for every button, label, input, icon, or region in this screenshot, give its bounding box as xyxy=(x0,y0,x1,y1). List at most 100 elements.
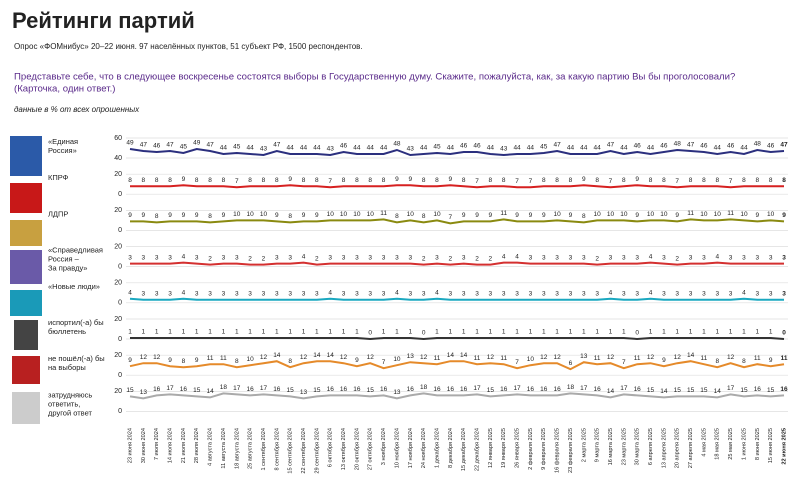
data-label: 12 xyxy=(647,354,655,361)
x-tick-label: 28 июля 2024 xyxy=(194,428,200,463)
data-label: 7 xyxy=(515,359,519,366)
data-label: 4 xyxy=(435,290,439,297)
data-label: 3 xyxy=(702,291,706,298)
data-label: 16 xyxy=(553,386,561,393)
data-label: 45 xyxy=(180,144,188,151)
data-label: 11 xyxy=(727,210,734,217)
x-tick-label: 23 марта 2025 xyxy=(621,428,627,465)
data-label: 11 xyxy=(500,355,507,362)
data-label: 1 xyxy=(248,329,252,336)
data-label: 1 xyxy=(435,329,439,336)
data-label: 9 xyxy=(489,212,493,219)
data-label: 8 xyxy=(422,213,426,220)
data-label: 7 xyxy=(609,178,613,185)
data-label: 1 xyxy=(208,329,212,336)
data-label: 8 xyxy=(235,358,239,365)
data-label: 10 xyxy=(260,211,268,218)
data-label: 16 xyxy=(540,386,548,393)
data-label: 9 xyxy=(182,212,186,219)
data-label: 3 xyxy=(515,291,519,298)
data-label: 2 xyxy=(595,255,599,262)
data-label: 7 xyxy=(515,178,519,185)
data-label: 1 xyxy=(675,329,679,336)
data-label: 3 xyxy=(155,291,159,298)
data-label: 3 xyxy=(302,291,306,298)
data-label: 44 xyxy=(740,145,748,152)
data-label: 11 xyxy=(754,355,761,362)
x-tick-label: 15 декабря 2024 xyxy=(461,428,467,471)
data-label: 3 xyxy=(769,254,773,261)
data-label: 3 xyxy=(288,254,292,261)
data-label: 49 xyxy=(193,140,201,147)
data-label: 8 xyxy=(222,177,226,184)
data-label: 3 xyxy=(342,291,346,298)
data-label: 1 xyxy=(328,329,332,336)
data-label: 3 xyxy=(222,254,226,261)
data-label: 12 xyxy=(340,354,348,361)
data-label: 8 xyxy=(248,177,252,184)
data-label: 8 xyxy=(462,177,466,184)
data-label: 4 xyxy=(302,253,306,260)
data-label: 44 xyxy=(567,145,575,152)
series-label: затрудняюсь xyxy=(48,390,92,399)
data-label: 15 xyxy=(313,387,321,394)
data-label: 3 xyxy=(155,254,159,261)
data-label: 47 xyxy=(273,142,281,149)
data-label: 8 xyxy=(542,177,546,184)
data-label: 0 xyxy=(782,330,786,337)
series-label: на выборы xyxy=(48,363,86,372)
x-tick-label: 22 сентября 2024 xyxy=(301,428,307,474)
data-label: 1 xyxy=(502,329,506,336)
x-tick-label: 7 июля 2024 xyxy=(154,428,160,460)
data-label: 3 xyxy=(382,254,386,261)
y-tick-label: 0 xyxy=(118,227,122,234)
data-label: 12 xyxy=(553,354,561,361)
x-tick-label: 20 октября 2024 xyxy=(354,428,360,470)
data-label: 1 xyxy=(715,329,719,336)
data-label: 44 xyxy=(527,145,535,152)
data-label: 8 xyxy=(208,177,212,184)
y-tick-label: 60 xyxy=(114,135,122,142)
subtitle: Опрос «ФОМнибус» 20–22 июня. 97 населённ… xyxy=(14,42,363,51)
y-tick-label: 20 xyxy=(114,316,122,323)
data-label: 44 xyxy=(313,145,321,152)
data-label: 12 xyxy=(300,354,308,361)
data-label: 2 xyxy=(475,255,479,262)
data-label: 2 xyxy=(262,255,266,262)
data-label: 10 xyxy=(233,211,241,218)
data-label: 10 xyxy=(714,211,722,218)
x-tick-label: 30 марта 2025 xyxy=(635,428,641,465)
data-label: 3 xyxy=(382,291,386,298)
data-label: 2 xyxy=(489,255,493,262)
data-label: 4 xyxy=(649,253,653,260)
x-tick-label: 4 мая 2025 xyxy=(701,428,707,457)
data-label: 8 xyxy=(155,213,159,220)
data-label: 44 xyxy=(513,145,521,152)
series-line xyxy=(130,218,785,225)
data-label: 16 xyxy=(407,386,415,393)
data-label: 4 xyxy=(649,290,653,297)
data-label: 3 xyxy=(582,254,586,261)
data-label: 2 xyxy=(248,255,252,262)
data-label: 44 xyxy=(420,145,428,152)
x-tick-label: 12 января 2025 xyxy=(488,428,494,468)
data-label: 8 xyxy=(142,177,146,184)
data-label: 8 xyxy=(368,177,372,184)
title: Рейтинги партий xyxy=(12,8,195,33)
data-label: 3 xyxy=(635,254,639,261)
data-label: 10 xyxy=(247,211,255,218)
data-label: 10 xyxy=(620,211,628,218)
data-label: 3 xyxy=(662,291,666,298)
data-label: 10 xyxy=(327,211,335,218)
data-label: 8 xyxy=(622,177,626,184)
data-label: 47 xyxy=(553,142,561,149)
data-label: 3 xyxy=(729,254,733,261)
data-label: 11 xyxy=(380,210,387,217)
data-label: 12 xyxy=(260,354,268,361)
data-label: 44 xyxy=(594,145,602,152)
data-label: 2 xyxy=(208,255,212,262)
data-label: 1 xyxy=(515,329,519,336)
data-label: 8 xyxy=(502,177,506,184)
data-label: 9 xyxy=(128,212,132,219)
data-label: 16 xyxy=(273,386,281,393)
